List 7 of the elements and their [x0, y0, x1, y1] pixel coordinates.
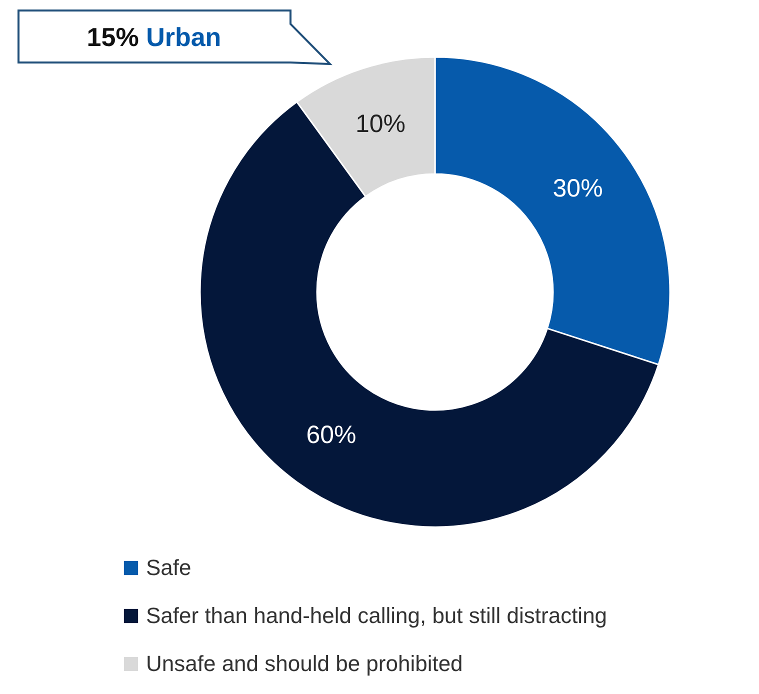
chart-title: 15% Urban [86, 22, 222, 52]
legend-label: Safe [146, 555, 192, 580]
data-label: 30% [552, 174, 603, 202]
legend-label: Unsafe and should be prohibited [146, 651, 463, 676]
legend-label: Safer than hand-held calling, but still distracting [146, 603, 608, 628]
data-label: 60% [306, 420, 356, 449]
data-label: 10% [355, 110, 406, 138]
